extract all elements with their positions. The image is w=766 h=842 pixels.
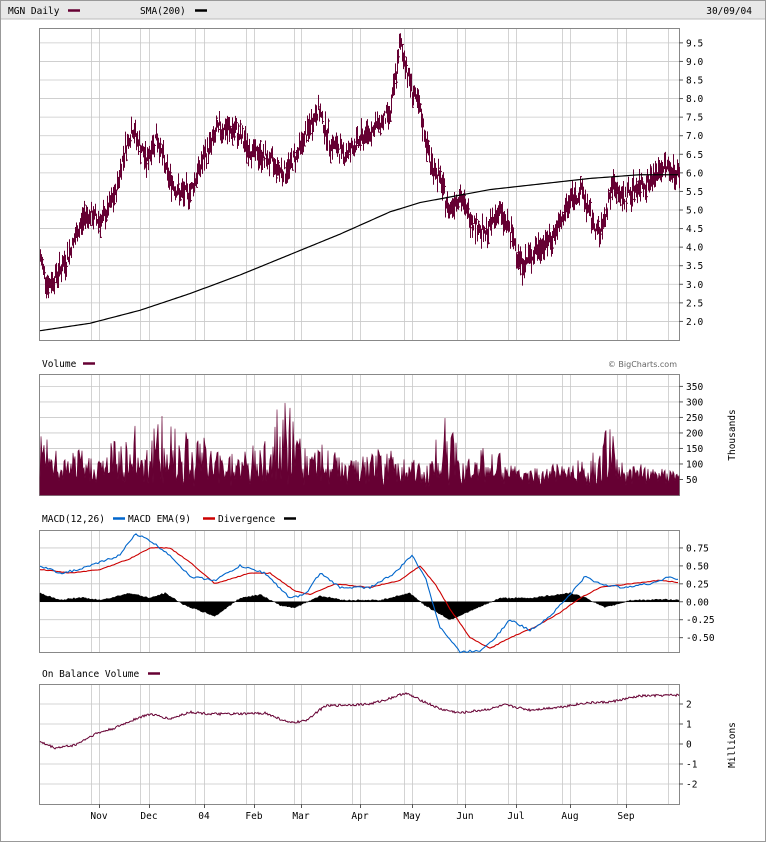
- divergence-histogram: [39, 592, 680, 620]
- price-y-tick-label: 9.0: [686, 57, 703, 68]
- price-y-tick-label: 5.0: [686, 206, 703, 217]
- volume-y-tick-label: 100: [686, 459, 703, 470]
- symbol-legend-label: MGN Daily: [8, 6, 60, 17]
- chart-date: 30/09/04: [706, 6, 752, 17]
- price-y-tick-label: 6.5: [686, 150, 703, 161]
- sma-legend-label: SMA(200): [140, 6, 186, 17]
- x-axis-label: Dec: [140, 811, 157, 822]
- macd-line: [39, 533, 679, 654]
- price-y-tick-label: 2.0: [686, 317, 703, 328]
- x-axis-label: Sep: [617, 811, 634, 822]
- obv-panel: [39, 684, 680, 805]
- obv-unit-label: Millions: [727, 722, 738, 768]
- x-axis-label: 04: [198, 811, 210, 822]
- macd-y-tick-label: -0.50: [686, 633, 715, 644]
- price-y-tick-label: 8.0: [686, 94, 703, 105]
- x-axis-label: Aug: [561, 811, 578, 822]
- volume-y-tick-label: 50: [686, 475, 698, 486]
- x-axis-label: May: [403, 811, 420, 822]
- x-axis-label: Apr: [351, 811, 368, 822]
- volume-y-tick-label: 300: [686, 397, 703, 408]
- price-y-tick-label: 3.5: [686, 261, 703, 272]
- price-y-tick-label: 7.5: [686, 113, 703, 124]
- price-y-tick-label: 5.5: [686, 187, 703, 198]
- macd-y-tick-label: 0.00: [686, 597, 709, 608]
- obv-line: [39, 692, 680, 750]
- price-y-tick-label: 4.0: [686, 243, 703, 254]
- obv-y-tick-label: -2: [686, 780, 697, 791]
- price-y-tick-label: 2.5: [686, 298, 703, 309]
- price-y-tick-label: 3.0: [686, 280, 703, 291]
- obv-legend-label: On Balance Volume: [42, 669, 140, 680]
- price-panel: [39, 28, 680, 341]
- obv-y-tick-label: 1: [686, 720, 692, 731]
- x-axis-label: Jun: [456, 811, 473, 822]
- x-axis-label: Jul: [507, 811, 524, 822]
- price-y-tick-label: 8.5: [686, 76, 703, 87]
- volume-y-tick-label: 200: [686, 428, 703, 439]
- macd-y-tick-label: 0.75: [686, 543, 709, 554]
- volume-y-tick-label: 350: [686, 382, 703, 393]
- price-y-tick-label: 9.5: [686, 38, 703, 49]
- macd-legend-label: MACD(12,26): [42, 514, 105, 525]
- volume-y-tick-label: 250: [686, 413, 703, 424]
- obv-y-tick-label: 2: [686, 700, 692, 711]
- x-axis-label: Feb: [245, 811, 262, 822]
- volume-y-tick-label: 150: [686, 444, 703, 455]
- macd-y-tick-label: -0.25: [686, 615, 715, 626]
- volume-area: [39, 402, 680, 496]
- obv-y-tick-label: -1: [686, 760, 698, 771]
- header-bar: [1, 1, 765, 19]
- price-bars: [40, 33, 680, 299]
- macd-ema-legend-label: MACD EMA(9): [128, 514, 191, 525]
- sma-line: [39, 174, 678, 332]
- macd-y-tick-label: 0.50: [686, 561, 709, 572]
- volume-legend-label: Volume: [42, 359, 77, 370]
- divergence-legend-label: Divergence: [218, 514, 275, 525]
- x-axis-label: Nov: [90, 811, 107, 822]
- price-y-tick-label: 6.0: [686, 168, 703, 179]
- x-axis-label: Mar: [292, 811, 309, 822]
- chart-credit: © BigCharts.com: [608, 360, 677, 369]
- macd-y-tick-label: 0.25: [686, 579, 709, 590]
- volume-unit-label: Thousands: [727, 409, 738, 460]
- macd-panel: [39, 530, 680, 653]
- obv-y-tick-label: 0: [686, 740, 692, 751]
- price-y-tick-label: 4.5: [686, 224, 703, 235]
- price-y-tick-label: 7.0: [686, 131, 703, 142]
